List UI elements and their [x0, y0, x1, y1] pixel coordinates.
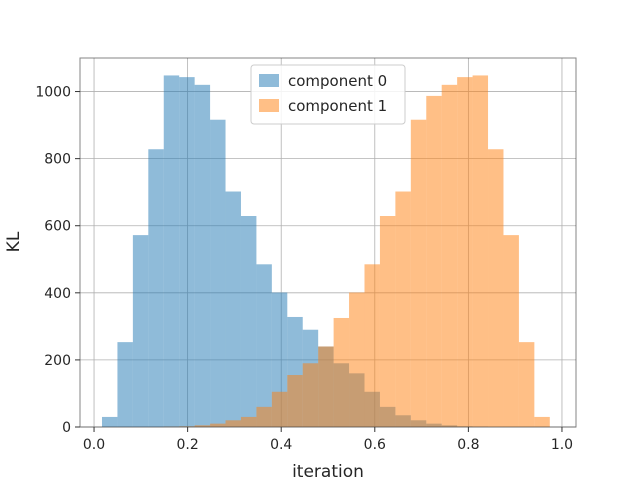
bar-series-0-bin-5	[179, 77, 195, 427]
bar-series-1-bin-23	[457, 77, 473, 427]
bar-series-1-bin-22	[441, 84, 458, 427]
x-tick-label: 0.4	[270, 437, 292, 453]
bar-series-1-bin-24	[472, 75, 489, 427]
bar-series-1-bin-17	[364, 264, 380, 427]
bars	[101, 75, 550, 427]
bar-series-1-bin-21	[426, 95, 442, 427]
legend-swatch-0	[259, 74, 279, 87]
y-tick-label: 0	[62, 420, 71, 436]
bar-series-1-bin-26	[503, 235, 519, 427]
ticks: 0.0 0.2 0.4 0.6 0.8 1.0 0 200 400 600 800 1000	[35, 85, 573, 453]
x-tick-label: 0.2	[176, 437, 198, 453]
bar-series-1-bin-27	[518, 342, 535, 427]
bar-series-1-bin-18	[379, 215, 396, 427]
legend-box	[250, 64, 406, 125]
legend-label-0: component 0	[288, 72, 387, 90]
bar-series-1-bin-12	[287, 375, 303, 427]
bar-series-0-bin-6	[194, 84, 211, 427]
x-axis-title: iteration	[292, 462, 364, 480]
bar-series-0-bin-3	[148, 149, 164, 427]
bar-series-0-bin-2	[132, 235, 149, 427]
bar-series-0-bin-10	[256, 264, 272, 427]
bar-series-1-bin-8	[225, 420, 241, 427]
bar-series-1-bin-16	[349, 292, 365, 427]
bar-series-1-bin-25	[488, 149, 504, 427]
legend-label-1: component 1	[288, 97, 387, 115]
x-tick-label: 0.0	[83, 437, 105, 453]
y-axis-title: KL	[4, 231, 24, 252]
bar-series-1-bin-10	[256, 406, 272, 427]
y-tick-label: 400	[44, 286, 71, 302]
bar-series-1-bin-11	[271, 391, 288, 427]
legend: component 0 component 1	[250, 64, 406, 125]
bar-series-1-bin-9	[240, 416, 257, 427]
bar-series-1-bin-28	[534, 416, 550, 427]
bar-series-1-bin-14	[318, 346, 334, 427]
bar-series-1-bin-19	[395, 191, 411, 427]
legend-swatch-1	[259, 99, 279, 112]
x-tick-label: 1.0	[551, 437, 573, 453]
y-tick-label: 200	[44, 353, 71, 369]
bar-series-0-bin-4	[163, 75, 180, 427]
bar-series-1-bin-7	[210, 423, 226, 427]
bar-series-1-bin-13	[302, 363, 319, 427]
bar-series-0-bin-9	[240, 215, 257, 427]
bar-series-1-bin-20	[410, 119, 427, 427]
bar-series-0-bin-7	[210, 119, 226, 427]
y-tick-label: 800	[44, 152, 71, 168]
x-tick-label: 0.8	[457, 437, 479, 453]
bar-series-0-bin-8	[225, 191, 241, 427]
y-tick-label: 600	[44, 219, 71, 235]
bar-series-1-bin-6	[194, 425, 211, 427]
bar-series-1-bin-15	[333, 317, 350, 427]
bar-series-0-bin-1	[117, 342, 133, 427]
y-tick-label: 1000	[35, 85, 71, 101]
x-tick-label: 0.6	[364, 437, 386, 453]
plot-frame	[79, 57, 577, 428]
bar-series-0-bin-0	[101, 416, 118, 427]
